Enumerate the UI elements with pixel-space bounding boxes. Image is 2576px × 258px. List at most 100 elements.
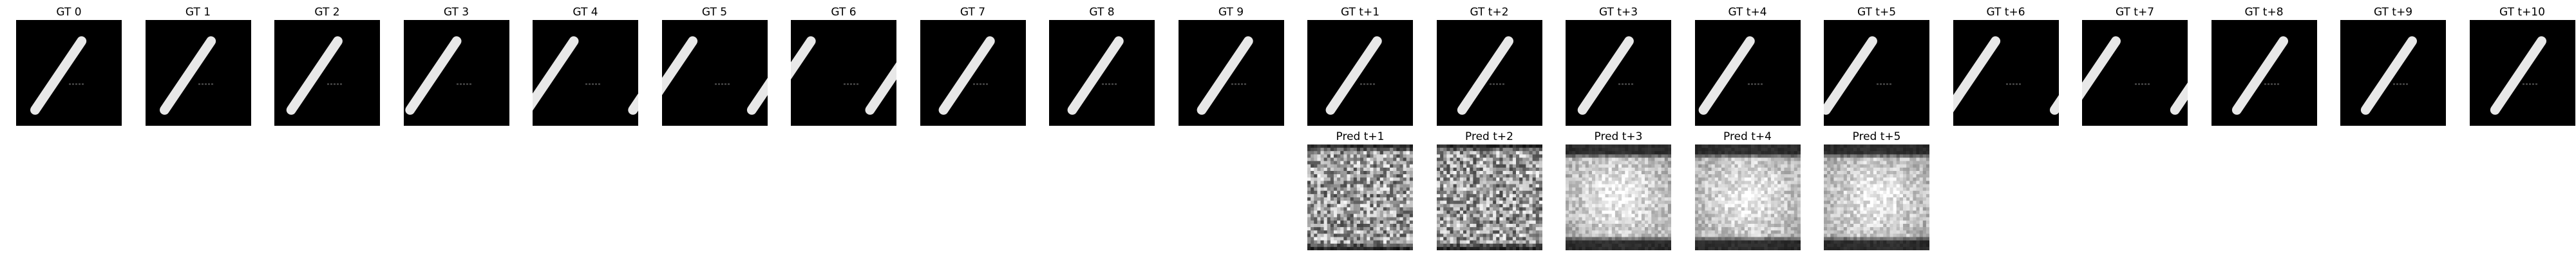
pred-pixel — [1770, 247, 1774, 250]
pred-pixel — [1509, 237, 1512, 241]
pred-pixel — [1853, 197, 1857, 201]
pred-pixel — [1890, 211, 1893, 214]
pred-pixel — [1324, 247, 1327, 250]
pred-pixel — [1396, 164, 1399, 168]
pred-pixel — [1857, 144, 1860, 148]
pred-pixel — [1595, 191, 1598, 194]
pred-pixel — [1830, 214, 1833, 217]
pred-pixel — [1509, 217, 1512, 221]
pred-pixel — [1718, 184, 1721, 188]
pred-pixel — [1482, 214, 1486, 217]
pred-pixel — [1645, 184, 1648, 188]
pred-pixel — [1698, 201, 1701, 204]
pred-pixel — [1307, 214, 1311, 217]
pred-pixel — [1410, 211, 1413, 214]
pred-pixel — [1645, 181, 1648, 184]
pred-pixel — [1784, 151, 1787, 154]
pred-pixel — [1625, 247, 1628, 250]
pred-pixel — [1340, 244, 1343, 247]
pred-pixel — [1913, 148, 1916, 151]
pred-pixel — [1668, 204, 1671, 207]
pred-pixel — [1618, 144, 1622, 148]
pred-pixel — [1595, 217, 1598, 221]
pred-pixel — [1648, 168, 1651, 171]
digit-image — [146, 20, 251, 126]
pred-pixel — [1642, 237, 1645, 241]
pred-pixel — [1698, 227, 1701, 230]
pred-pixel — [1572, 154, 1575, 157]
pred-pixel — [1502, 188, 1506, 191]
pred-pixel — [1860, 174, 1863, 177]
pred-pixel — [1340, 214, 1343, 217]
pred-pixel — [1374, 151, 1377, 154]
noise-dot — [205, 83, 207, 84]
pred-pixel — [1370, 174, 1373, 177]
pred-pixel — [1622, 154, 1625, 157]
pred-pixel — [1628, 244, 1631, 247]
pred-pixel — [1509, 197, 1512, 201]
pred-pixel — [1638, 188, 1642, 191]
pred-pixel — [1539, 244, 1542, 247]
pred-pixel — [1324, 221, 1327, 224]
pred-pixel — [1586, 227, 1589, 230]
pred-pixel — [1314, 181, 1317, 184]
pred-pixel — [1790, 191, 1794, 194]
pred-pixel — [1731, 214, 1734, 217]
pred-pixel — [1721, 244, 1725, 247]
pred-pixel — [1731, 174, 1734, 177]
pred-pixel — [1383, 181, 1387, 184]
pred-pixel — [1579, 221, 1582, 224]
pred-pixel — [1526, 171, 1529, 174]
pred-pixel — [1781, 230, 1784, 233]
pred-pixel — [1443, 224, 1446, 227]
pred-pixel — [1734, 174, 1738, 177]
pred-pixel — [1526, 161, 1529, 164]
pred-pixel — [1363, 204, 1367, 207]
pred-pixel — [1770, 184, 1774, 188]
pred-pixel — [1509, 194, 1512, 197]
pred-pixel — [1519, 224, 1522, 227]
pred-pixel — [1705, 171, 1708, 174]
pred-pixel — [1506, 177, 1509, 181]
pred-pixel — [1751, 174, 1754, 177]
pred-pixel — [1870, 197, 1873, 201]
pred-pixel — [1499, 221, 1502, 224]
pred-pixel — [1579, 237, 1582, 241]
pred-pixel — [1410, 177, 1413, 181]
pred-pixel — [1602, 154, 1605, 157]
pred-pixel — [1665, 148, 1668, 151]
pred-pixel — [1662, 241, 1665, 244]
pred-pixel — [1602, 201, 1605, 204]
pred-pixel — [1393, 227, 1396, 230]
pred-pixel — [1721, 224, 1725, 227]
pred-pixel — [1502, 244, 1506, 247]
pred-pixel — [1615, 241, 1618, 244]
pred-pixel — [1459, 227, 1463, 230]
pred-pixel — [1883, 184, 1886, 188]
prediction-image — [1437, 144, 1542, 250]
pred-pixel — [1654, 237, 1658, 241]
noise-dot — [983, 83, 985, 84]
pred-pixel — [1446, 197, 1450, 201]
pred-pixel — [1311, 174, 1314, 177]
pred-pixel — [1787, 211, 1790, 214]
pred-pixel — [1698, 164, 1701, 168]
pred-pixel — [1738, 214, 1741, 217]
pred-pixel — [1506, 214, 1509, 217]
pred-pixel — [1731, 181, 1734, 184]
pred-pixel — [1334, 214, 1337, 217]
pred-pixel — [1744, 197, 1747, 201]
pred-pixel — [1781, 204, 1784, 207]
pred-pixel — [1360, 230, 1363, 233]
pred-pixel — [1628, 158, 1631, 161]
pred-pixel — [1695, 201, 1698, 204]
pred-pixel — [1741, 211, 1744, 214]
pred-pixel — [1751, 191, 1754, 194]
pred-pixel — [1830, 151, 1833, 154]
pred-pixel — [1837, 164, 1841, 168]
pred-pixel — [1367, 144, 1370, 148]
pred-pixel — [1598, 194, 1602, 197]
pred-pixel — [1612, 161, 1615, 164]
pred-pixel — [1774, 230, 1777, 233]
noise-dot — [718, 83, 720, 84]
